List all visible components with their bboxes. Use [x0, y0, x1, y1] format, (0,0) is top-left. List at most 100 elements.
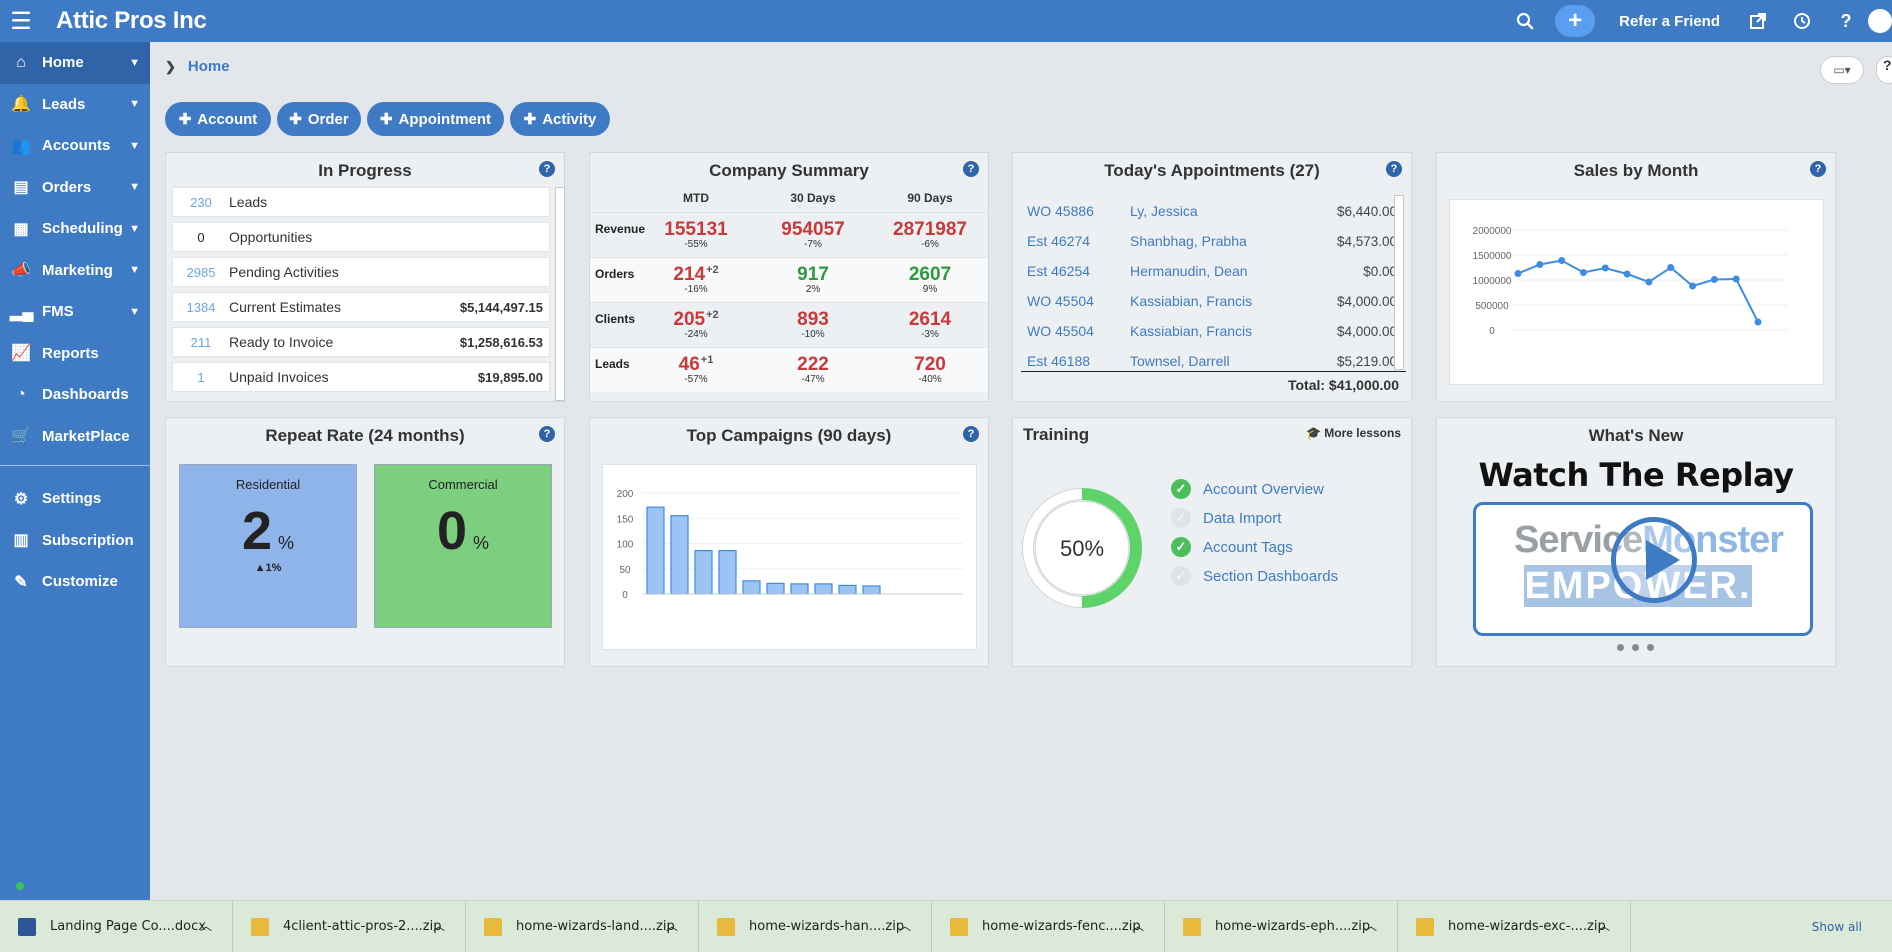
sidebar-item-settings[interactable]: ⚙ Settings	[0, 478, 150, 520]
sidebar-item-dashboards[interactable]: ◔ Dashboards	[0, 374, 150, 416]
in-progress-row[interactable]: 230 Leads	[172, 187, 550, 217]
download-item[interactable]: home-wizards-fenc....zip ︿	[932, 900, 1165, 952]
chevron-up-icon[interactable]: ︿	[898, 918, 911, 933]
summary-cell[interactable]: 893 -10%	[758, 309, 868, 340]
more-lessons-link[interactable]: 🎓 More lessons	[1306, 426, 1401, 440]
help-icon[interactable]: ?	[539, 426, 555, 442]
download-item[interactable]: 4client-attic-pros-2....zip ︿	[233, 900, 466, 952]
in-progress-row[interactable]: 1 Unpaid Invoices $19,895.00	[172, 362, 550, 392]
in-progress-row[interactable]: 211 Ready to Invoice $1,258,616.53	[172, 327, 550, 357]
appointment-id-link[interactable]: WO 45504	[1027, 323, 1094, 339]
show-all-downloads-link[interactable]: Show all	[1811, 919, 1862, 934]
top-bar: ☰ Attic Pros Inc + Refer a Friend ?	[0, 0, 1892, 42]
summary-cell[interactable]: 954057 -7%	[758, 219, 868, 250]
in-progress-row[interactable]: 0 Opportunities	[172, 222, 550, 252]
chevron-up-icon[interactable]: ︿	[199, 918, 212, 933]
download-filename: home-wizards-exc-....zip	[1448, 919, 1606, 934]
cart-icon: 🛒	[11, 428, 31, 446]
refer-friend-link[interactable]: Refer a Friend	[1619, 12, 1720, 30]
sidebar-item-marketing[interactable]: 📣 Marketing ▼	[0, 250, 150, 292]
menu-icon[interactable]: ☰	[10, 7, 32, 35]
brand-title[interactable]: Attic Pros Inc	[56, 7, 207, 34]
replay-video-thumbnail[interactable]: ServiceMonster EMPOWER.	[1473, 502, 1813, 636]
sidebar-item-scheduling[interactable]: ▦ Scheduling ▼	[0, 208, 150, 250]
layout-selector-button[interactable]: ▭▾	[1820, 56, 1864, 84]
download-item[interactable]: home-wizards-land....zip ︿	[466, 900, 699, 952]
external-link-icon[interactable]	[1736, 0, 1780, 42]
chevron-up-icon[interactable]: ︿	[1131, 918, 1144, 933]
commercial-tile[interactable]: Commercial 0%	[374, 464, 552, 628]
appointment-id-link[interactable]: Est 46254	[1027, 263, 1091, 279]
appointment-id-link[interactable]: Est 46274	[1027, 233, 1091, 249]
chevron-up-icon[interactable]: ︿	[665, 918, 678, 933]
sales-point	[1601, 264, 1609, 272]
in-progress-row[interactable]: 2985 Pending Activities	[172, 257, 550, 287]
appointment-client-link[interactable]: Townsel, Darrell	[1130, 353, 1230, 369]
training-lesson-link[interactable]: ✓ Data Import	[1171, 508, 1281, 528]
help-icon[interactable]: ?	[963, 161, 979, 177]
help-icon[interactable]: ?	[1840, 10, 1852, 31]
training-lesson-link[interactable]: ✓ Account Overview	[1171, 479, 1324, 499]
sidebar-item-home[interactable]: ⌂ Home ▼	[0, 42, 150, 84]
help-icon[interactable]: ?	[963, 426, 979, 442]
search-icon[interactable]	[1503, 0, 1547, 42]
appointment-client-link[interactable]: Ly, Jessica	[1130, 203, 1198, 219]
appointment-id-link[interactable]: WO 45504	[1027, 293, 1094, 309]
appointment-client-link[interactable]: Hermanudin, Dean	[1130, 263, 1248, 279]
summary-cell[interactable]: 2614 -3%	[875, 309, 985, 340]
appointment-id-link[interactable]: Est 46188	[1027, 353, 1091, 369]
chevron-up-icon[interactable]: ︿	[1364, 918, 1377, 933]
appointment-client-link[interactable]: Shanbhag, Prabha	[1130, 233, 1247, 249]
residential-tile[interactable]: Residential 2% ▲1%	[179, 464, 357, 628]
summary-cell[interactable]: 222 -47%	[758, 354, 868, 385]
download-item[interactable]: home-wizards-eph....zip ︿	[1165, 900, 1398, 952]
carousel-dot[interactable]	[1617, 644, 1624, 651]
help-icon[interactable]: ?	[1810, 161, 1826, 177]
user-avatar[interactable]	[1868, 0, 1892, 42]
carousel-dot[interactable]	[1647, 644, 1654, 651]
appointment-id-link[interactable]: WO 45886	[1027, 203, 1094, 219]
summary-cell[interactable]: 46+1 -57%	[641, 354, 751, 385]
help-icon[interactable]: ?	[539, 161, 555, 177]
page-help-icon[interactable]: ?	[1876, 56, 1892, 84]
download-item[interactable]: Landing Page Co....docx ︿	[0, 900, 233, 952]
summary-cell[interactable]: 720 -40%	[875, 354, 985, 385]
clock-icon[interactable]	[1780, 0, 1824, 42]
carousel-dot[interactable]	[1632, 644, 1639, 651]
sidebar-item-accounts[interactable]: 👥 Accounts ▼	[0, 125, 150, 167]
breadcrumb-home[interactable]: Home	[187, 58, 230, 75]
training-lesson-link[interactable]: ✓ Section Dashboards	[1171, 566, 1338, 586]
sidebar-item-subscription[interactable]: ▥ Subscription	[0, 520, 150, 562]
sidebar-item-leads[interactable]: 🔔 Leads ▼	[0, 84, 150, 126]
summary-cell[interactable]: 2607 9%	[875, 264, 985, 295]
appointment-client-link[interactable]: Kassiabian, Francis	[1130, 293, 1253, 309]
help-icon[interactable]: ?	[1386, 161, 1402, 177]
sidebar-item-orders[interactable]: ▤ Orders ▼	[0, 167, 150, 209]
summary-cell[interactable]: 205+2 -24%	[641, 309, 751, 340]
summary-cell[interactable]: 2871987 -6%	[875, 219, 985, 250]
download-item[interactable]: home-wizards-han....zip ︿	[699, 900, 932, 952]
summary-cell[interactable]: 917 2%	[758, 264, 868, 295]
add-appointment-button[interactable]: ✚ Appointment	[367, 102, 504, 136]
in-progress-row[interactable]: 1384 Current Estimates $5,144,497.15	[172, 292, 550, 322]
summary-cell[interactable]: 155131 -55%	[641, 219, 751, 250]
summary-cell[interactable]: 214+2 -16%	[641, 264, 751, 295]
play-icon[interactable]	[1611, 517, 1697, 603]
quick-add-button[interactable]: +	[1555, 5, 1596, 37]
row-amount: $1,258,616.53	[459, 334, 543, 350]
scrollbar[interactable]	[1394, 195, 1404, 370]
sidebar-item-reports[interactable]: 📈 Reports	[0, 333, 150, 375]
sidebar-item-fms[interactable]: ▂▄ FMS ▼	[0, 291, 150, 333]
add-activity-button[interactable]: ✚ Activity	[510, 102, 610, 136]
sidebar-item-marketplace[interactable]: 🛒 MarketPlace	[0, 416, 150, 458]
download-item[interactable]: home-wizards-exc-....zip ︿	[1398, 900, 1631, 952]
add-account-button[interactable]: ✚ Account	[165, 102, 271, 136]
chevron-up-icon[interactable]: ︿	[1597, 918, 1610, 933]
chevron-up-icon[interactable]: ︿	[432, 918, 445, 933]
add-order-button[interactable]: ✚ Order	[277, 102, 361, 136]
training-lesson-link[interactable]: ✓ Account Tags	[1171, 537, 1293, 557]
scrollbar[interactable]	[555, 187, 565, 401]
appointment-client-link[interactable]: Kassiabian, Francis	[1130, 323, 1253, 339]
campaign-bar	[718, 549, 737, 595]
sidebar-item-customize[interactable]: ✎ Customize	[0, 561, 150, 603]
